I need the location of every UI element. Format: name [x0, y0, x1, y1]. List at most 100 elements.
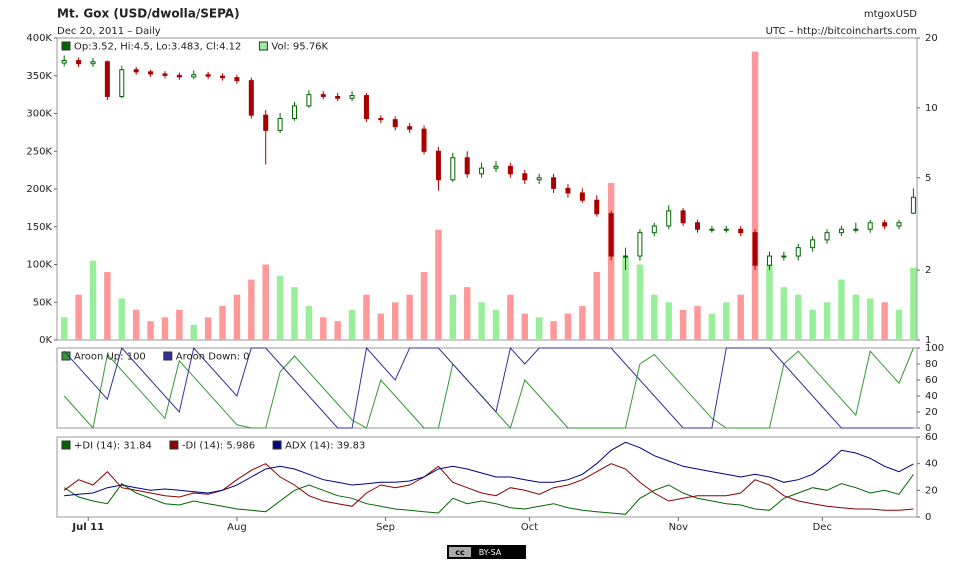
candle-body	[623, 255, 629, 258]
volume-bar	[334, 321, 341, 340]
candle-body	[522, 173, 528, 181]
y2-tick-label: 0	[925, 512, 931, 523]
candle-body	[320, 94, 326, 97]
badge-icon-bg	[449, 547, 471, 557]
x-tick-label: Sep	[376, 522, 395, 533]
candle-body	[637, 232, 643, 257]
candle-body	[335, 95, 341, 99]
candle-body	[795, 247, 801, 257]
y2-tick-label: 10	[925, 103, 938, 114]
candle-body	[162, 73, 168, 76]
volume-bar	[708, 313, 716, 340]
legend-label: Aroon Up: 100	[74, 352, 146, 363]
y2-tick-label: 40	[925, 391, 938, 402]
indicator-line	[63, 474, 914, 515]
candle-body	[594, 199, 600, 215]
volume-bar	[521, 313, 529, 340]
volume-bar	[219, 306, 226, 340]
volume-bar	[665, 302, 672, 340]
price-panel	[56, 37, 918, 341]
volume-bar	[852, 294, 860, 340]
volume-bar	[320, 317, 327, 340]
candle-body	[507, 165, 513, 175]
candle-body	[479, 167, 485, 175]
candle-body	[723, 228, 729, 231]
volume-bar	[478, 302, 485, 340]
volume-bar	[449, 294, 457, 340]
y-tick-label: 200K	[26, 184, 52, 195]
volume-bar	[622, 256, 629, 340]
candle-body	[551, 177, 557, 189]
candle-body	[220, 75, 226, 79]
candle-body	[90, 61, 96, 65]
y2-tick-label: 60	[925, 375, 938, 386]
volume-bar	[348, 309, 356, 340]
candle-body	[853, 228, 859, 231]
legend-label: ADX (14): 39.83	[285, 441, 365, 452]
volume-bar	[607, 182, 615, 340]
volume-bar	[463, 287, 471, 340]
candle-body	[392, 119, 398, 128]
candle-body	[810, 239, 816, 249]
volume-bar	[204, 317, 212, 340]
badge-text: BY-SA	[479, 548, 502, 557]
candle-body	[536, 177, 542, 181]
volume-bar	[910, 267, 917, 340]
y2-tick-label: 1	[925, 335, 931, 346]
legend-swatch	[258, 41, 268, 51]
volume-bar	[593, 272, 600, 340]
candle-body	[824, 232, 830, 241]
legend-label: Vol: 95.76K	[271, 42, 328, 53]
x-tick-label: Jul 11	[71, 522, 104, 533]
candle-body	[119, 69, 125, 97]
candle-body	[234, 77, 240, 82]
candle-body	[421, 128, 427, 152]
candle-body	[781, 255, 787, 258]
candle-body	[306, 94, 312, 107]
candle-body	[205, 74, 211, 77]
candle-body	[565, 187, 571, 194]
y2-tick-label: 60	[925, 432, 938, 443]
volume-bar	[176, 309, 183, 340]
candle-body	[666, 210, 672, 227]
indicator-line	[64, 441, 914, 497]
volume-bar	[492, 309, 500, 340]
candle-body	[896, 222, 902, 227]
volume-bar	[132, 309, 140, 340]
candle-body	[464, 157, 470, 175]
candle-body	[61, 59, 67, 64]
candle-body	[680, 210, 686, 224]
candle-body	[882, 222, 888, 227]
candle-body	[133, 69, 139, 73]
y2-tick-label: 20	[925, 485, 938, 496]
chart-subtitle: Dec 20, 2011 – Daily	[57, 26, 161, 37]
y-tick-label: 400K	[26, 33, 52, 44]
candle-body	[277, 117, 283, 131]
volume-bar	[377, 313, 385, 340]
y-tick-label: 300K	[26, 109, 52, 120]
x-tick-label: Oct	[521, 522, 538, 533]
volume-bar	[564, 313, 572, 340]
legend-swatch	[61, 41, 71, 51]
y2-tick-label: 0	[925, 423, 931, 434]
candle-body	[709, 228, 715, 231]
volume-bar	[881, 302, 888, 340]
volume-bar	[75, 294, 82, 340]
x-tick-label: Dec	[813, 522, 832, 533]
volume-bar	[147, 321, 154, 340]
volume-bar	[809, 309, 816, 340]
volume-bar	[104, 272, 111, 340]
volume-bar	[118, 298, 126, 340]
volume-bar	[248, 279, 255, 340]
legend-swatch	[169, 440, 179, 450]
candle-body	[263, 114, 269, 131]
y2-tick-label: 100	[925, 343, 944, 354]
legend-label: -DI (14): 5.986	[182, 441, 255, 452]
y2-tick-label: 20	[925, 33, 938, 44]
volume-bar	[550, 321, 557, 340]
volume-bar	[780, 287, 788, 340]
volume-bar	[535, 317, 543, 340]
candle-body	[450, 157, 456, 181]
volume-bar	[866, 298, 874, 340]
